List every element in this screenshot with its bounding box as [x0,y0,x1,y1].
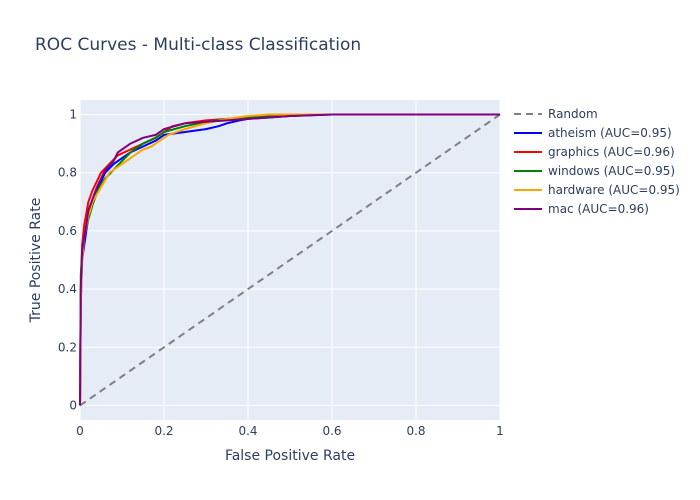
series-line-5 [79,113,500,406]
y-axis-ticks: 0 0.2 0.4 0.6 0.8 1 [58,108,77,413]
y-tick-label: 0 [69,398,77,412]
y-tick-label: 0.2 [58,340,77,354]
y-axis-title: True Positive Rate [28,198,44,324]
series-line-0 [79,113,501,407]
legend-label[interactable]: mac (AUC=0.96) [548,202,649,216]
legend-label[interactable]: atheism (AUC=0.95) [548,126,672,140]
x-axis-title: False Positive Rate [225,448,355,464]
x-tick-label: 0.8 [406,424,425,438]
legend-label[interactable]: hardware (AUC=0.95) [548,183,680,197]
y-tick-label: 0.4 [58,282,77,296]
y-tick-label: 1 [69,108,77,122]
y-tick-label: 0.6 [58,224,77,238]
x-tick-label: 0.6 [322,424,341,438]
chart-title: ROC Curves - Multi-class Classification [35,35,361,55]
x-axis-ticks: 0 0.2 0.4 0.6 0.8 1 [76,424,504,438]
x-tick-label: 0 [76,424,84,438]
series-lines [79,113,501,407]
x-tick-label: 1 [496,424,504,438]
grid [79,100,501,420]
legend[interactable]: Random atheism (AUC=0.95) graphics (AUC=0.… [514,107,680,216]
x-tick-label: 0.4 [238,424,257,438]
x-tick-label: 0.2 [154,424,173,438]
legend-label[interactable]: graphics (AUC=0.96) [548,145,675,159]
legend-label[interactable]: Random [548,107,598,121]
y-tick-label: 0.8 [58,166,77,180]
legend-label[interactable]: windows (AUC=0.95) [548,164,675,178]
